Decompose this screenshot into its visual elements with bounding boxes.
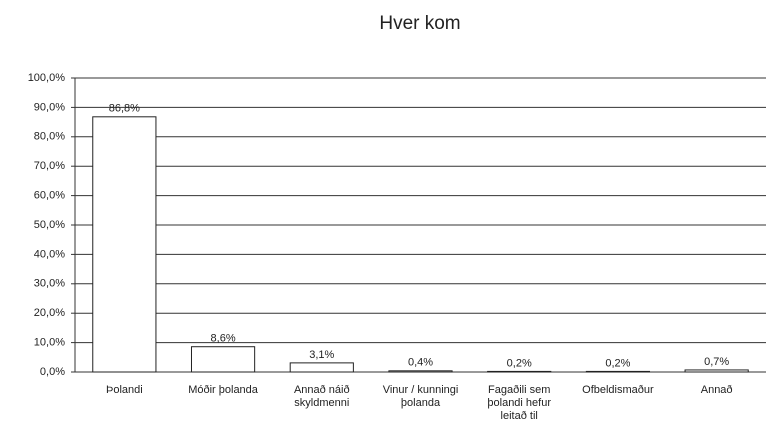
- value-label: 86,8%: [109, 103, 140, 115]
- x-tick-label: Annað: [700, 384, 733, 396]
- y-tick-label: 60,0%: [34, 190, 65, 202]
- x-tick-label: Vinur / kunningi þolanda: [382, 384, 459, 409]
- bar: [92, 116, 157, 373]
- value-label: 0,2%: [507, 357, 532, 369]
- y-tick-label: 80,0%: [34, 131, 65, 143]
- x-tick-label: Fagaðili sem þolandi hefur leitað til: [487, 384, 551, 422]
- bar: [289, 362, 354, 373]
- x-tick-label: Móðir þolanda: [188, 384, 258, 396]
- chart-title: Hver kom: [379, 13, 460, 34]
- bar: [190, 346, 256, 373]
- bar: [388, 370, 453, 373]
- bar: [684, 369, 749, 373]
- y-tick-label: 40,0%: [34, 248, 65, 260]
- x-tick-label: Ofbeldismaður: [582, 384, 654, 396]
- bar: [585, 370, 651, 373]
- value-label: 3,1%: [309, 349, 334, 361]
- value-label: 0,7%: [704, 356, 729, 368]
- y-tick-label: 50,0%: [34, 219, 65, 231]
- value-label: 0,4%: [408, 357, 433, 369]
- value-label: 0,2%: [605, 357, 630, 369]
- y-tick-label: 30,0%: [34, 278, 65, 290]
- y-tick-label: 100,0%: [28, 72, 66, 84]
- y-tick-label: 20,0%: [34, 307, 65, 319]
- x-tick-label: Þolandi: [105, 384, 143, 396]
- x-tick-label: Annað náið skyldmenni: [293, 384, 350, 409]
- y-tick-label: 0,0%: [40, 366, 65, 378]
- value-label: 8,6%: [211, 333, 236, 345]
- bar: [487, 370, 552, 373]
- y-tick-label: 90,0%: [34, 101, 65, 113]
- y-tick-label: 70,0%: [34, 160, 65, 172]
- y-tick-label: 10,0%: [34, 337, 65, 349]
